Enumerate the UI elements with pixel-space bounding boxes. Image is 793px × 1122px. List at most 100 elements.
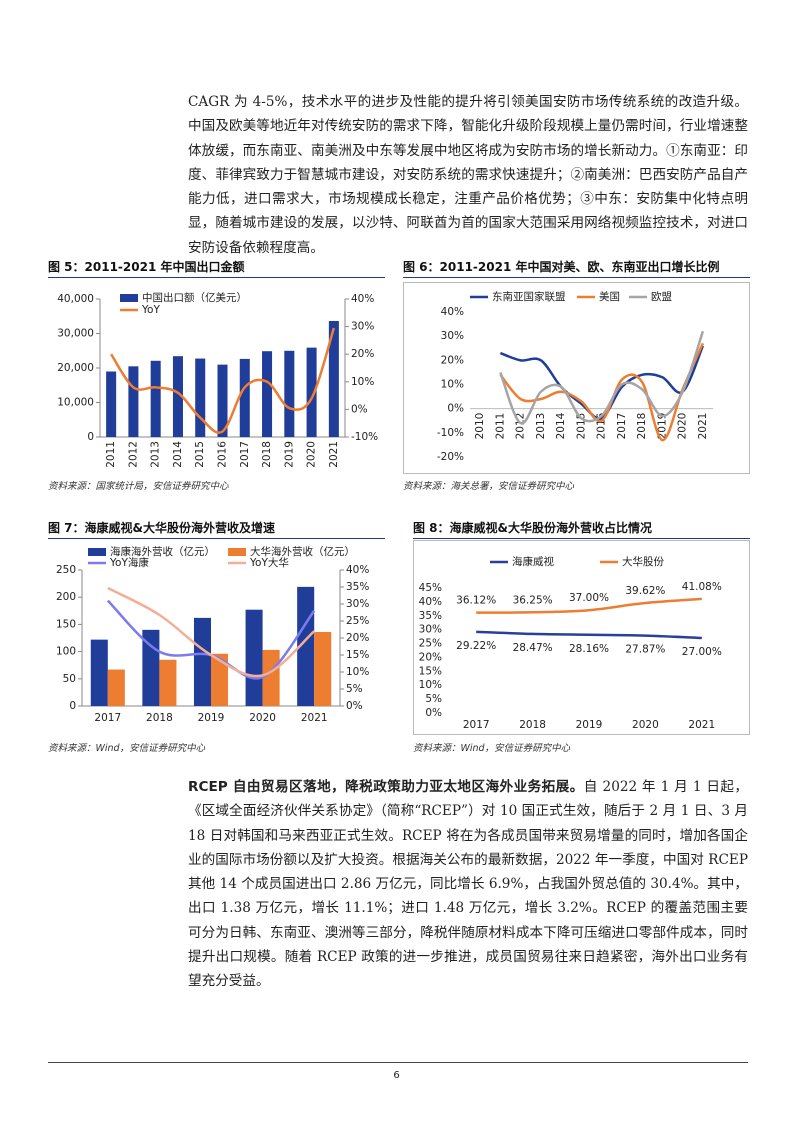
x-tick-label: 2018	[636, 413, 648, 440]
figure-caption: 图 8：海康威视&大华股份海外营收占比情况	[413, 519, 750, 539]
y-tick-label: 40,000	[57, 293, 94, 305]
legend-label: YoY	[141, 304, 160, 316]
paragraph: CAGR 为 4-5%，技术水平的进步及性能的提升将引领美国安防市场传统系统的改…	[188, 94, 748, 256]
y-tick-label: -10%	[437, 427, 464, 439]
bar	[217, 364, 228, 437]
x-tick-label: 2014	[172, 441, 184, 468]
y2-tick-label: 25%	[346, 615, 369, 627]
x-tick-label: 2017	[239, 441, 251, 468]
x-tick-label: 2011	[494, 413, 506, 440]
y2-tick-label: 30%	[351, 321, 374, 333]
y-tick-label: 150	[56, 618, 76, 630]
y-tick-label: 40%	[441, 306, 464, 318]
x-tick-label: 2020	[632, 719, 659, 731]
bar	[195, 358, 206, 437]
x-tick-label: 2020	[306, 441, 318, 468]
chart-border	[413, 540, 750, 735]
y-tick-label: 0%	[447, 403, 464, 415]
line	[476, 597, 702, 614]
x-tick-label: 2019	[656, 413, 668, 440]
line	[499, 345, 705, 420]
figure-source: 资料来源：Wind，安信证券研究中心	[48, 743, 206, 754]
legend-label: 中国出口额（亿美元）	[142, 291, 247, 304]
bar	[314, 632, 332, 706]
x-tick-label: 2017	[94, 712, 121, 724]
y-tick-label: 40%	[419, 596, 442, 608]
paragraph-text: 自 2022 年 1 月 1 日起，《区域全面经济伙伴关系协定》（简称“RCEP…	[188, 779, 748, 990]
x-tick-label: 2012	[127, 441, 139, 468]
x-tick-label: 2013	[150, 441, 162, 468]
bar	[262, 351, 273, 437]
y-tick-label: 20,000	[57, 362, 94, 374]
figure-source: 资料来源：海关总署，安信证券研究中心	[403, 481, 575, 492]
y2-tick-label: 10%	[351, 376, 374, 388]
bar	[245, 609, 263, 706]
y-tick-label: 10,000	[57, 397, 94, 409]
paragraph: RCEP 自由贸易区落地，降税政策助力亚太地区海外业务拓展。自 2022 年 1…	[188, 775, 748, 994]
y-tick-label: 35%	[419, 610, 442, 622]
x-tick-label: 2020	[677, 413, 689, 440]
x-tick-label: 2018	[146, 712, 173, 724]
y-tick-label: 0%	[425, 707, 442, 719]
y-tick-label: 0	[87, 431, 94, 443]
bar	[106, 371, 117, 437]
y-tick-label: 25%	[419, 638, 442, 650]
bar	[193, 617, 211, 706]
bar	[159, 659, 177, 706]
figure-source: 资料来源：国家统计局，安信证券研究中心	[48, 481, 229, 492]
legend-label: YoY大华	[249, 556, 289, 569]
x-tick-label: 2019	[576, 719, 603, 731]
y2-tick-label: 5%	[346, 683, 363, 695]
bar	[172, 356, 183, 437]
y2-tick-label: 40%	[346, 564, 369, 576]
y2-tick-label: 20%	[351, 348, 374, 360]
data-label: 37.00%	[569, 592, 609, 604]
y-tick-label: 15%	[419, 665, 442, 677]
data-label: 28.16%	[569, 643, 609, 655]
y2-tick-label: 10%	[346, 666, 369, 678]
line	[499, 330, 705, 425]
bar	[284, 350, 295, 437]
y-tick-label: 50	[63, 673, 76, 685]
y-tick-label: 20%	[419, 651, 442, 663]
y-tick-label: 5%	[425, 693, 442, 705]
page-number: 6	[393, 1070, 400, 1081]
y-tick-label: 20%	[441, 354, 464, 366]
bar	[262, 649, 280, 706]
x-tick-label: 2019	[283, 441, 295, 468]
legend-label: 大华海外营收（亿元）	[250, 545, 355, 558]
bar	[107, 669, 125, 706]
y2-tick-label: 15%	[346, 649, 369, 661]
x-tick-label: 2021	[328, 441, 340, 468]
legend-label: 海康海外营收（亿元）	[110, 545, 215, 558]
y-tick-label: 250	[56, 564, 76, 576]
bar	[211, 653, 229, 706]
y2-tick-label: 0%	[346, 700, 363, 712]
x-tick-label: 2015	[575, 413, 587, 440]
data-label: 41.08%	[682, 581, 722, 593]
legend-marker	[228, 548, 246, 556]
x-tick-label: 2010	[474, 413, 486, 440]
legend-label: 东南亚国家联盟	[492, 290, 566, 303]
bar	[150, 360, 161, 437]
bar	[306, 347, 317, 437]
x-tick-label: 2013	[535, 413, 547, 440]
bar	[328, 320, 339, 437]
x-tick-label: 2015	[194, 441, 206, 468]
y2-tick-label: 30%	[346, 598, 369, 610]
chart-border	[403, 282, 750, 474]
legend-marker	[88, 548, 106, 556]
y2-tick-label: -10%	[351, 431, 378, 443]
y2-tick-label: 40%	[351, 293, 374, 305]
y-tick-label: -20%	[437, 451, 464, 463]
y-tick-label: 10%	[419, 679, 442, 691]
y-tick-label: 200	[56, 591, 76, 603]
x-tick-label: 2018	[519, 719, 546, 731]
bar	[128, 366, 139, 437]
data-label: 36.25%	[513, 594, 553, 606]
data-label: 27.00%	[682, 646, 722, 658]
data-label: 28.47%	[513, 642, 553, 654]
data-label: 27.87%	[625, 644, 665, 656]
data-label: 36.12%	[456, 595, 496, 607]
line	[476, 630, 702, 640]
